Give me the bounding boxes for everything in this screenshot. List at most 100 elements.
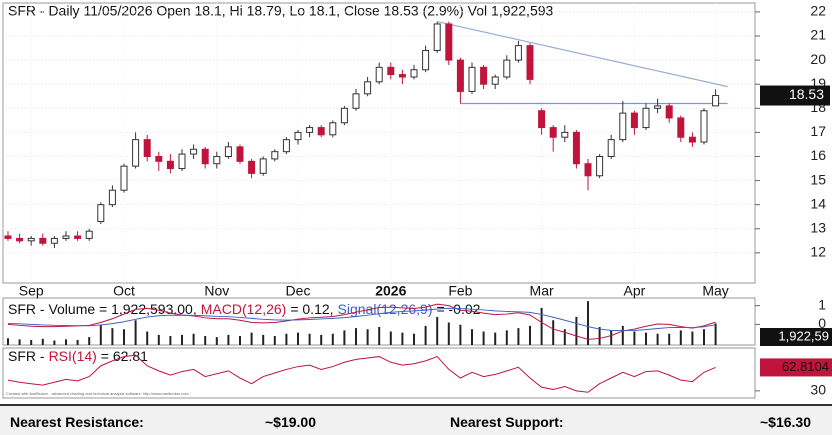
candle-body: [503, 59, 511, 78]
candle-body: [364, 81, 372, 95]
volume-bar: [703, 329, 705, 345]
candle-body: [642, 107, 650, 129]
volume-bar: [587, 301, 589, 345]
rsi-marker-box: [760, 358, 832, 377]
candle-body: [120, 165, 128, 191]
volume-bar: [471, 329, 473, 345]
volume-bar: [250, 332, 253, 345]
volume-bar: [494, 332, 497, 345]
volume-bar: [239, 336, 241, 345]
volume-bar: [540, 307, 543, 345]
y-tick-label: 15: [810, 171, 826, 187]
candle-body: [108, 189, 116, 206]
header-part: SFR -: [8, 348, 45, 364]
volume-bar: [552, 320, 555, 345]
y-tick-label: 12: [810, 244, 826, 260]
candle-body: [340, 107, 348, 124]
x-tick-label: Nov: [204, 283, 229, 299]
volume-bar: [633, 331, 636, 345]
macd-line: [7, 303, 716, 340]
volume-bar: [610, 330, 613, 345]
support-label: Nearest Support:: [450, 414, 564, 430]
candle-body: [224, 146, 232, 157]
price-marker: 18.53: [789, 86, 824, 102]
watermark: Created with AmiBroker - advanced charti…: [6, 391, 189, 396]
volume-bar: [517, 328, 520, 345]
header-part: MACD(12,26): [201, 301, 287, 317]
volume-bar: [18, 339, 21, 345]
candle-body: [375, 66, 383, 83]
y-tick-label: 20: [810, 51, 826, 67]
resistance-value: ~$19.00: [265, 414, 316, 430]
trendline: [437, 20, 728, 88]
candle-body: [712, 95, 720, 107]
volume-bar: [297, 332, 299, 345]
volume-bar: [563, 329, 566, 345]
candle-body: [619, 112, 627, 141]
chart-title: SFR - Daily 11/05/2026 Open 18.1, Hi 18.…: [8, 3, 554, 19]
volume-bar: [714, 323, 717, 345]
y-tick-label: 13: [810, 219, 826, 235]
candle-body: [352, 93, 360, 109]
candle-body: [50, 237, 58, 244]
candle-body: [201, 148, 209, 165]
candle-body: [306, 127, 314, 133]
candle-body: [294, 131, 302, 141]
volume-bar: [355, 328, 357, 345]
candle-body: [74, 235, 82, 239]
candle-body: [166, 160, 174, 170]
volume-bar: [331, 333, 334, 345]
volume-bar: [343, 330, 346, 345]
x-tick-label: Apr: [624, 283, 646, 299]
macd-line: [7, 307, 716, 332]
volume-bar: [482, 331, 485, 345]
volume-bar: [656, 333, 659, 345]
x-tick-label: Feb: [448, 283, 472, 299]
candle-body: [433, 23, 441, 51]
candle-body: [16, 237, 24, 242]
panel-header: SFR - RSI(14) = 62.81: [8, 348, 148, 364]
y-tick-label: 21: [810, 27, 826, 43]
candle-body: [700, 110, 708, 143]
candle-body: [654, 105, 662, 109]
price-panel: [2, 2, 756, 284]
price-marker-box: [760, 85, 830, 106]
volume-bar: [76, 339, 79, 345]
candle-body: [27, 237, 35, 242]
volume-bar: [529, 325, 531, 345]
rsi-line: [7, 354, 716, 393]
candle-body: [398, 74, 406, 78]
header-part: RSI(14): [49, 348, 97, 364]
volume-bar: [273, 336, 276, 345]
volume-bar: [401, 332, 404, 345]
rsi-marker: 62.8104: [782, 359, 829, 374]
volume-bar: [192, 333, 195, 345]
x-tick-label: Oct: [113, 283, 135, 299]
candle-body: [584, 163, 592, 177]
candle-body: [526, 45, 534, 80]
volume-marker: 1,922,59: [778, 328, 829, 343]
candle-body: [143, 139, 151, 157]
volume-bar: [378, 327, 381, 345]
volume-bar: [645, 332, 647, 345]
x-tick-label: Mar: [530, 283, 554, 299]
volume-bar: [413, 333, 415, 345]
y-tick-label: 17: [810, 123, 826, 139]
candle-body: [4, 235, 12, 239]
volume-bar: [424, 325, 427, 345]
candle-body: [538, 110, 546, 129]
volume-bar: [204, 336, 207, 345]
volume-bar: [53, 340, 56, 345]
header-part: = 0.12,: [290, 301, 333, 317]
resistance-label: Nearest Resistance:: [10, 414, 144, 430]
candle-body: [410, 69, 418, 78]
volume-bar: [285, 333, 288, 345]
candle-body: [248, 160, 256, 174]
x-tick-label: May: [702, 283, 728, 299]
candle-body: [688, 136, 696, 143]
volume-bar: [308, 333, 311, 345]
candle-body: [572, 131, 580, 165]
y-tick-label: 0: [818, 315, 826, 331]
candle-body: [155, 155, 163, 162]
